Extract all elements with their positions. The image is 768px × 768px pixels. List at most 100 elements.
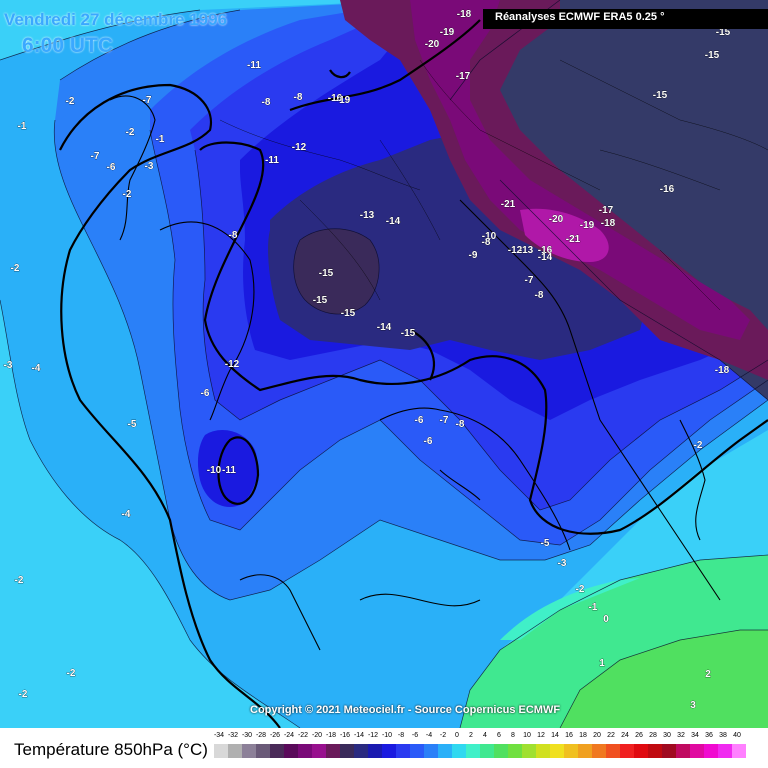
temperature-label: -13 [360,210,375,221]
legend-label: -8 [397,732,405,739]
temperature-label: -11 [222,465,236,476]
legend-swatch [326,744,340,758]
legend-swatch [690,744,704,758]
temperature-label: -2 [123,189,132,200]
temperature-label: -16 [538,245,553,256]
temperature-label: -7 [525,275,534,286]
temperature-label: -12 [508,245,523,256]
legend-label: -10 [381,732,393,739]
temperature-label: -14 [377,322,392,333]
data-source-label: Réanalyses ECMWF ERA5 0.25 ° [483,9,768,29]
legend-swatch [718,744,732,758]
legend-label: 26 [635,732,643,739]
legend-label: -30 [241,732,253,739]
field-spot-west [57,98,146,176]
temperature-label: -15 [341,308,356,319]
temperature-label: -6 [107,162,116,173]
temperature-label: -6 [201,388,210,399]
legend-swatch [396,744,410,758]
legend-swatch [410,744,424,758]
legend-label: 34 [691,732,699,739]
temperature-label: -1 [18,121,27,132]
temperature-label: 0 [603,614,609,625]
temperature-label: -8 [482,237,491,248]
temperature-label: -1 [589,602,598,613]
temperature-field-map: -18-15-19-20-15-11-17-2 -7 -8 -8 -16-19 -15-1… [0,0,768,728]
legend-swatch [298,744,312,758]
legend-swatch [704,744,718,758]
temperature-label: -19 [580,220,595,231]
temperature-label: -4 [32,363,41,374]
temperature-label: -3 [145,161,154,172]
legend-swatch [480,744,494,758]
legend-label: 10 [523,732,531,739]
temperature-label: -15 [401,328,416,339]
coastlines [109,95,721,651]
field-band-minus16-center [293,228,380,315]
legend-label: 40 [733,732,741,739]
temperature-label: -13 [519,245,534,256]
temperature-label: -12 [292,142,307,153]
temperature-label: -6 [424,436,433,447]
temperature-label: -21 [501,199,516,210]
legend-swatch [228,744,242,758]
temperature-label: -20 [549,214,564,225]
legend-label: -2 [439,732,447,739]
temperature-label: 1 [599,658,605,669]
legend-swatch [508,744,522,758]
legend-swatch [522,744,536,758]
temperature-label: -18 [457,9,472,20]
temperature-label: -3 [4,360,13,371]
map-time: 6:00 UTC [22,34,114,57]
legend-label: -28 [255,732,267,739]
temperature-label: -6 [415,415,424,426]
legend-label: -14 [353,732,365,739]
legend-swatch [312,744,326,758]
legend-label: 12 [537,732,545,739]
bold-isotherms [59,19,768,728]
temperature-label: -18 [601,218,616,229]
legend-label: -26 [269,732,281,739]
legend-swatch [242,744,256,758]
legend-label: -4 [425,732,433,739]
temperature-label: -18 [715,365,730,376]
temperature-label: -14 [538,252,553,263]
temperature-label: -15 [716,27,731,38]
legend-label: 16 [565,732,573,739]
temperature-label: -7 [440,415,449,426]
temperature-label: -1 [156,134,165,145]
legend-label: 36 [705,732,713,739]
legend-swatch [424,744,438,758]
temperature-label: -16 [328,93,343,104]
legend-label: -22 [297,732,309,739]
legend-label: 32 [677,732,685,739]
legend-swatch [634,744,648,758]
temperature-label: -12 [225,359,240,370]
temperature-label: -10 [482,231,497,242]
temperature-label: -9 [469,250,478,261]
temperature-label: -3 [558,558,567,569]
legend-swatch [592,744,606,758]
legend-labels: -34 -32 -30 -28 -26 -24 -22 -20 -18 -16 -14 -12 -10-… [214,732,754,742]
temperature-label: -11 [247,60,261,71]
legend-swatch [564,744,578,758]
legend-swatch [606,744,620,758]
legend-swatch [284,744,298,758]
legend-label: 6 [497,732,501,739]
legend: Température 850hPa (°C) -34 -32 -30 -28 -26-… [0,728,768,768]
map-date: Vendredi 27 décembre 1996 [4,10,228,29]
legend-swatch [620,744,634,758]
temperature-label: -15 [653,90,668,101]
legend-swatch [438,744,452,758]
temperature-label: -15 [705,50,720,61]
legend-label: 2 [469,732,473,739]
legend-label: 0 [455,732,459,739]
legend-label: -18 [325,732,337,739]
temperature-label: 3 [690,700,696,711]
temperature-label: -7 [143,95,152,106]
temperature-label: -11 [265,155,279,166]
legend-label: -12 [367,732,379,739]
legend-label: -16 [339,732,351,739]
legend-label: 24 [621,732,629,739]
